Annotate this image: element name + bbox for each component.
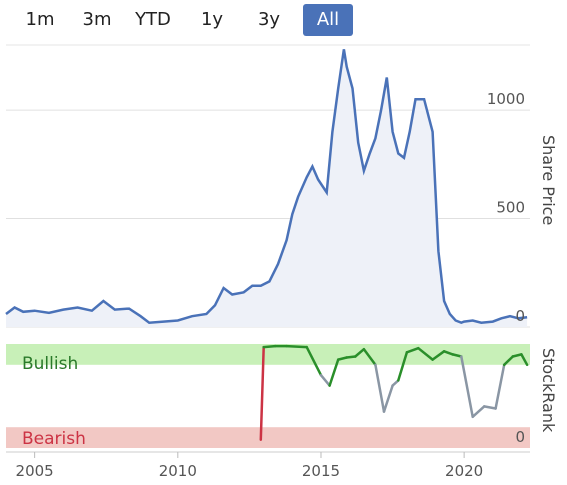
bullish-band bbox=[6, 344, 530, 365]
stockrank-line-segment bbox=[520, 353, 529, 367]
stockrank-line-segment bbox=[328, 358, 340, 387]
x-tick-label: 2005 bbox=[16, 462, 54, 480]
price-line-series bbox=[5, 49, 528, 325]
time-range-tabs: 1m 3m YTD 1y 3y All bbox=[0, 0, 567, 40]
price-tick-label: 0 bbox=[515, 307, 525, 325]
stockrank-line-segment bbox=[502, 355, 515, 367]
price-tick-label: 1000 bbox=[487, 90, 525, 108]
stockrank-line-segment bbox=[417, 346, 434, 361]
stockrank-line-segment bbox=[259, 345, 265, 441]
share-price-panel: 0 500 1000 Share Price bbox=[5, 44, 558, 328]
tab-1m[interactable]: 1m bbox=[25, 9, 55, 30]
stockrank-line-segment bbox=[262, 344, 277, 349]
stockrank-line-segment bbox=[305, 345, 323, 377]
tab-all[interactable]: All bbox=[303, 4, 353, 36]
x-tick-label: 2020 bbox=[445, 462, 483, 480]
price-axis-label: Share Price bbox=[539, 135, 558, 225]
stockrank-line-segment bbox=[460, 355, 474, 419]
bearish-band bbox=[6, 427, 530, 448]
stockrank-line-segment bbox=[285, 344, 308, 349]
tab-1y[interactable]: 1y bbox=[200, 9, 224, 30]
stockrank-line-segment bbox=[354, 347, 366, 358]
stockrank-axis-label: StockRank bbox=[539, 348, 558, 433]
tab-3y[interactable]: 3y bbox=[257, 9, 281, 30]
stockrank-tick-label: 0 bbox=[515, 428, 525, 446]
stockrank-line-segment bbox=[471, 405, 486, 419]
stockrank-line-segment bbox=[382, 384, 394, 413]
price-tick-label: 500 bbox=[496, 199, 525, 217]
stockrank-line-segment bbox=[362, 347, 377, 367]
x-tick-label: 2015 bbox=[302, 462, 340, 480]
stockrank-line-segment bbox=[442, 350, 454, 356]
stockrank-line-segment bbox=[397, 351, 409, 382]
stockrank-line-segment bbox=[391, 379, 400, 387]
stockrank-line-segment bbox=[319, 373, 331, 387]
bullish-label: Bullish bbox=[22, 354, 78, 374]
x-tick-label: 2010 bbox=[159, 462, 197, 480]
stockrank-line-segment bbox=[336, 356, 348, 361]
stockrank-line-segment bbox=[405, 346, 420, 354]
stockrank-line-segment bbox=[511, 353, 523, 358]
x-axis: 2005 2010 2015 2020 bbox=[6, 451, 530, 480]
stockrank-panel: Bullish Bearish 0 StockRank bbox=[6, 344, 558, 449]
stockrank-line-segment bbox=[345, 355, 357, 359]
tab-3m[interactable]: 3m bbox=[82, 9, 112, 30]
bearish-label: Bearish bbox=[22, 429, 86, 449]
tab-ytd[interactable]: YTD bbox=[135, 9, 171, 30]
stockrank-line-segment bbox=[374, 363, 386, 413]
price-area-fill bbox=[6, 49, 528, 328]
stockrank-line-segment bbox=[451, 353, 463, 358]
stockrank-line-segment bbox=[494, 363, 506, 410]
stockrank-line-segment bbox=[431, 350, 446, 361]
stockrank-line-segment bbox=[482, 405, 497, 410]
